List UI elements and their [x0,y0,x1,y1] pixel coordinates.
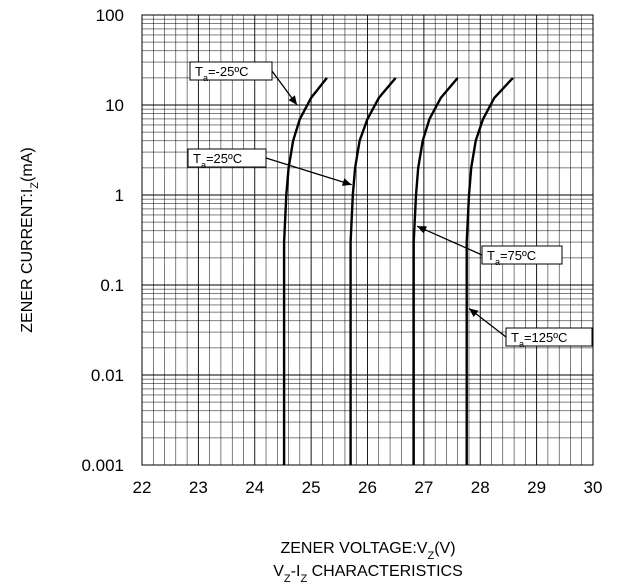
series-line-1 [282,77,328,465]
leader-arrowhead [288,95,298,105]
leader-line [416,225,483,256]
x-tick-label: 29 [527,478,546,497]
x-tick-label: 26 [358,478,377,497]
x-tick-label: 23 [189,478,208,497]
leader-line [265,157,352,186]
y-axis-title: ZENER CURRENT:IZ(mA) [19,147,41,332]
y-tick-label: 1 [115,186,124,205]
series-label-2: Ta=25ºC [187,148,352,186]
y-tick-label: 0.01 [91,366,124,385]
x-tick-label: 30 [584,478,603,497]
y-tick-label: 100 [96,6,124,25]
series-name: Ta=75ºC [487,248,536,267]
x-tick-label: 22 [133,478,152,497]
plot-frame [141,14,594,466]
leader-arrowhead [417,226,427,234]
series-name: Ta=125ºC [511,330,567,349]
y-tick-label: 10 [105,96,124,115]
chart-caption: VZ-IZ CHARACTERISTICS [273,563,463,585]
leader-arrowhead [341,178,352,186]
series-label-4: Ta=125ºC [468,307,593,349]
leader-arrowhead [468,308,479,318]
x-axis-title: ZENER VOLTAGE:VZ(V) [280,540,455,562]
series-name: Ta=25ºC [193,151,242,170]
series-line-4 [465,77,514,465]
y-tick-label: 0.001 [81,456,124,475]
x-tick-labels: 22 23 24 25 26 27 28 29 30 [133,478,603,497]
x-tick-label: 25 [302,478,321,497]
series-label-3: Ta=75ºC [416,225,563,267]
curve-labels: Ta=-25ºC Ta=25ºC Ta=75ºC Ta=125ºC [187,61,593,349]
series-line-2 [349,77,397,465]
x-tick-label: 28 [471,478,490,497]
x-tick-label: 27 [414,478,433,497]
y-tick-labels: 0.001 0.01 0.1 1 10 100 [81,6,124,475]
series-name: Ta=-25ºC [195,64,249,83]
curves [282,77,514,465]
series-label-1: Ta=-25ºC [189,61,298,106]
y-tick-label: 0.1 [100,276,124,295]
x-tick-label: 24 [245,478,264,497]
grid [141,15,594,466]
series-line-3 [412,77,459,465]
